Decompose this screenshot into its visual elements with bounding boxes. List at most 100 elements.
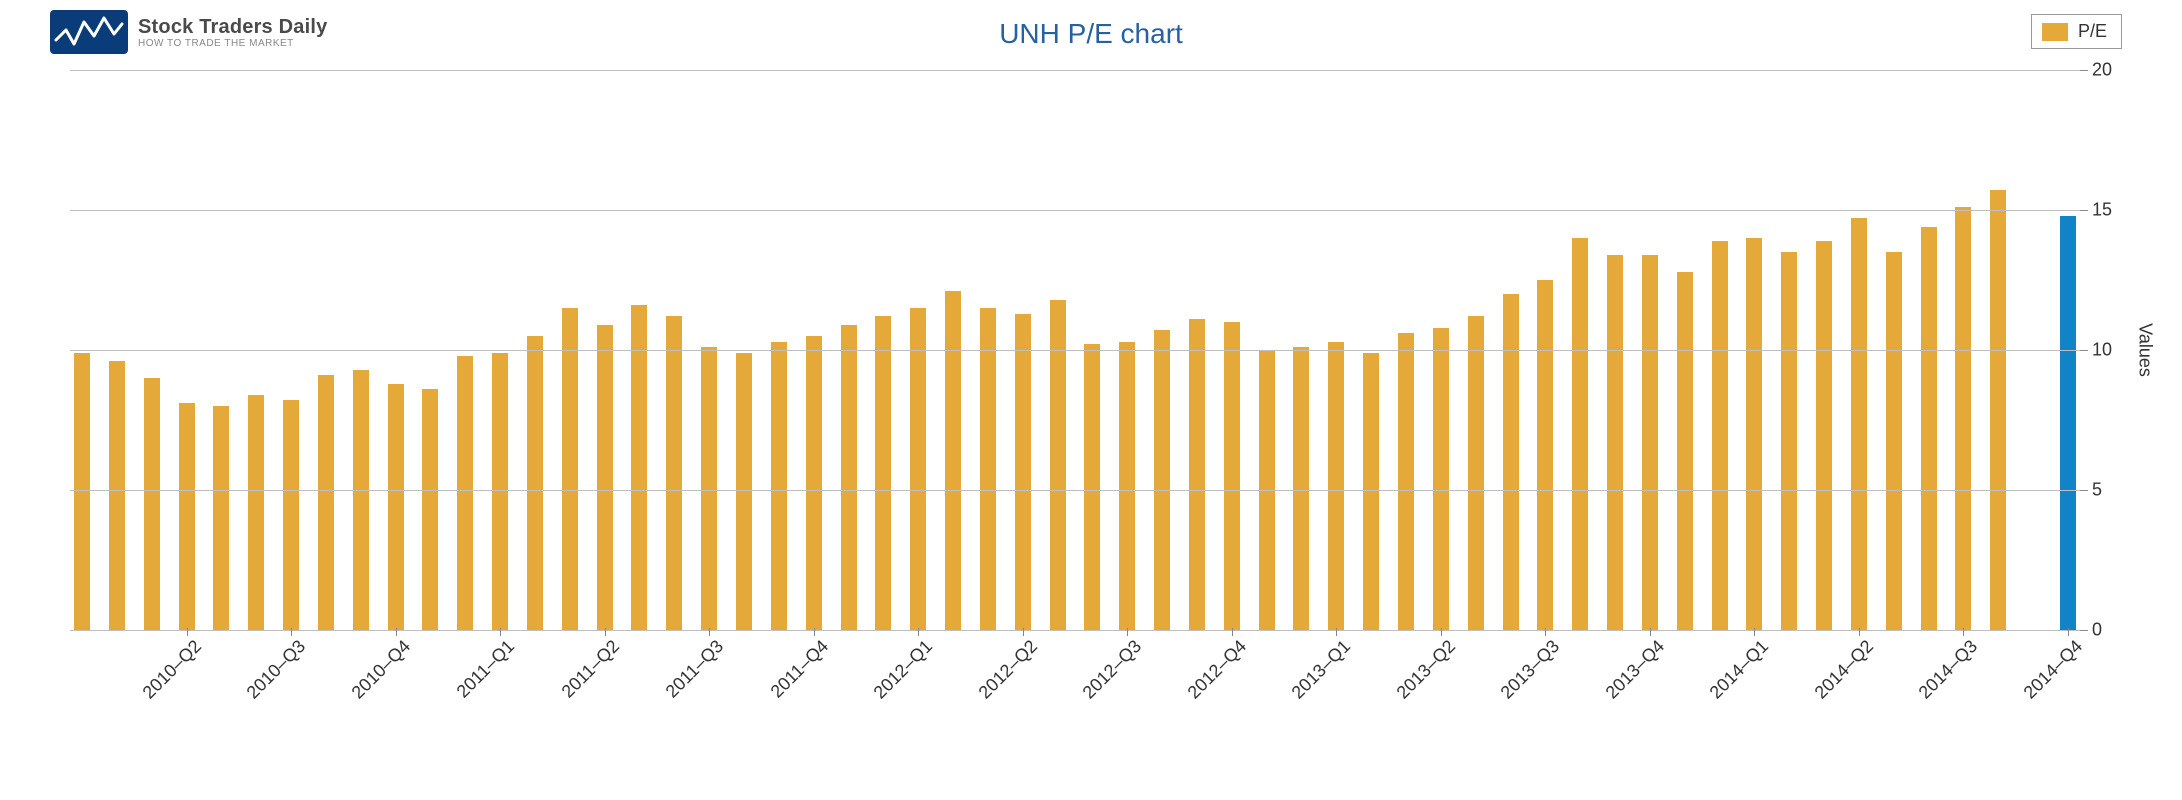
xtick-label: 2014–Q4: [2001, 636, 2087, 722]
bar: [179, 403, 195, 630]
xtick-mark: [605, 628, 606, 636]
xtick-mark: [1232, 628, 1233, 636]
ytick-mark: [2080, 490, 2088, 491]
chart-title: UNH P/E chart: [999, 18, 1183, 50]
bar: [1433, 328, 1449, 630]
bar: [1363, 353, 1379, 630]
bar: [945, 291, 961, 630]
bar: [1781, 252, 1797, 630]
bar: [353, 370, 369, 630]
bar: [1921, 227, 1937, 630]
xtick-label: 2014–Q2: [1792, 636, 1878, 722]
ytick-label: 10: [2092, 340, 2132, 361]
xtick-mark: [1859, 628, 1860, 636]
bar: [492, 353, 508, 630]
xtick-label: 2010–Q3: [224, 636, 310, 722]
plot-area: Values 05101520: [70, 70, 2080, 630]
xtick-mark: [814, 628, 815, 636]
bar: [1955, 207, 1971, 630]
bar: [771, 342, 787, 630]
xtick-mark: [396, 628, 397, 636]
bar: [1468, 316, 1484, 630]
xtick-mark: [1441, 628, 1442, 636]
xtick-label: 2012–Q4: [1165, 636, 1251, 722]
xtick-mark: [709, 628, 710, 636]
bar: [1572, 238, 1588, 630]
bar: [597, 325, 613, 630]
xtick-mark: [1650, 628, 1651, 636]
xtick-label: 2013–Q4: [1583, 636, 1669, 722]
bar: [1886, 252, 1902, 630]
bar: [701, 347, 717, 630]
xtick-mark: [1023, 628, 1024, 636]
legend: P/E: [2031, 14, 2122, 49]
bar-highlight: [2060, 216, 2076, 630]
xtick-mark: [187, 628, 188, 636]
xtick-label: 2011–Q3: [642, 636, 728, 722]
gridline: [70, 70, 2080, 71]
xtick-label: 2012–Q2: [956, 636, 1042, 722]
gridline: [70, 210, 2080, 211]
bar: [736, 353, 752, 630]
bar: [910, 308, 926, 630]
legend-label: P/E: [2078, 21, 2107, 42]
xtick-mark: [1963, 628, 1964, 636]
bar: [875, 316, 891, 630]
brand-logo: Stock Traders Daily HOW TO TRADE THE MAR…: [50, 10, 327, 54]
ytick-label: 0: [2092, 620, 2132, 641]
yaxis-title: Values: [2135, 323, 2156, 377]
bar: [1015, 314, 1031, 630]
gridline: [70, 630, 2080, 631]
bar: [1642, 255, 1658, 630]
ytick-label: 5: [2092, 480, 2132, 501]
ytick-label: 20: [2092, 60, 2132, 81]
bar: [109, 361, 125, 630]
bar: [980, 308, 996, 630]
xtick-mark: [918, 628, 919, 636]
bar: [527, 336, 543, 630]
bar: [631, 305, 647, 630]
ytick-mark: [2080, 630, 2088, 631]
bar: [1398, 333, 1414, 630]
xtick-label: 2014–Q3: [1897, 636, 1983, 722]
bar: [562, 308, 578, 630]
xtick-mark: [500, 628, 501, 636]
xtick-label: 2014–Q1: [1688, 636, 1774, 722]
xtick-label: 2012–Q3: [1061, 636, 1147, 722]
bar: [1990, 190, 2006, 630]
xtick-label: 2011–Q2: [538, 636, 624, 722]
bar: [841, 325, 857, 630]
xtick-label: 2013–Q3: [1479, 636, 1565, 722]
ytick-mark: [2080, 70, 2088, 71]
bar: [1154, 330, 1170, 630]
xtick-mark: [291, 628, 292, 636]
bar: [806, 336, 822, 630]
bar: [144, 378, 160, 630]
xtick-label: 2013–Q2: [1374, 636, 1460, 722]
bar: [1084, 344, 1100, 630]
xtick-label: 2010–Q4: [329, 636, 415, 722]
xtick-label: 2012–Q1: [851, 636, 937, 722]
brand-logo-icon: [50, 10, 128, 54]
ytick-label: 15: [2092, 200, 2132, 221]
brand-subtitle: HOW TO TRADE THE MARKET: [138, 38, 327, 49]
bar: [1851, 218, 1867, 630]
bar: [1224, 322, 1240, 630]
gridline: [70, 490, 2080, 491]
xtick-mark: [1127, 628, 1128, 636]
bar: [74, 353, 90, 630]
xtick-mark: [1336, 628, 1337, 636]
bar: [1503, 294, 1519, 630]
gridline: [70, 350, 2080, 351]
bar: [1537, 280, 1553, 630]
bar: [1119, 342, 1135, 630]
bar: [1746, 238, 1762, 630]
bar: [318, 375, 334, 630]
bar: [1607, 255, 1623, 630]
ytick-mark: [2080, 210, 2088, 211]
ytick-mark: [2080, 350, 2088, 351]
bar: [248, 395, 264, 630]
xtick-label: 2013–Q1: [1270, 636, 1356, 722]
xtick-mark: [1754, 628, 1755, 636]
bar: [1328, 342, 1344, 630]
